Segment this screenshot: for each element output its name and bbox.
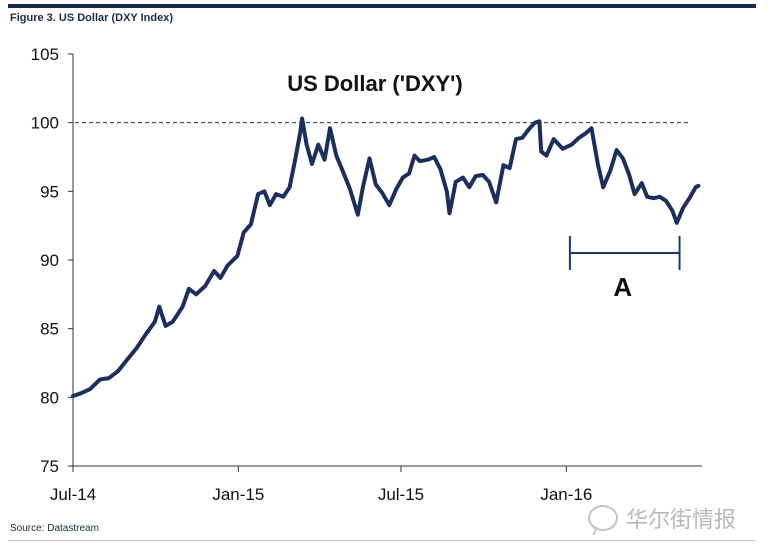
- source-note: Source: Datastream: [10, 523, 99, 534]
- y-tick-label: 95: [40, 182, 59, 201]
- y-tick-label: 80: [40, 388, 59, 407]
- top-rule: [8, 4, 756, 8]
- y-tick-label: 85: [40, 320, 59, 339]
- series-group: [71, 116, 701, 398]
- bottom-rule: [8, 540, 756, 541]
- wechat-icon: [588, 505, 618, 531]
- y-tick-label: 100: [31, 114, 59, 133]
- y-tick-label: 90: [40, 251, 59, 270]
- annotation-label: A: [613, 272, 632, 302]
- x-tick-label: Jul-14: [50, 485, 96, 504]
- x-tick-label: Jul-15: [378, 485, 424, 504]
- chart-title: US Dollar ('DXY'): [287, 71, 462, 96]
- series-line: [71, 116, 701, 398]
- x-tick-label: Jan-15: [212, 485, 264, 504]
- watermark: 华尔街情报: [588, 502, 736, 534]
- chart-axes: 75 80 85 90 95 100 105 Jul-14 Jan-15 Jul-15 Jan-16: [31, 45, 702, 504]
- figure-caption: Figure 3. US Dollar (DXY Index): [10, 12, 173, 24]
- y-tick-label: 105: [31, 45, 59, 64]
- x-tick-label: Jan-16: [540, 485, 592, 504]
- y-tick-label: 75: [40, 457, 59, 476]
- watermark-text: 华尔街情报: [626, 508, 737, 533]
- annotation-group: A: [568, 236, 681, 302]
